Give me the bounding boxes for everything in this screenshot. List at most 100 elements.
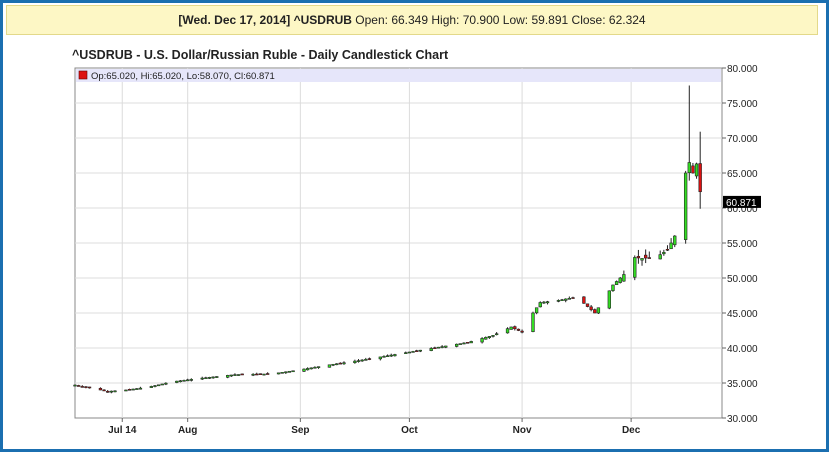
x-tick-label: Jul 14 — [108, 425, 137, 436]
candle-body — [480, 338, 484, 343]
candle-body — [233, 374, 237, 376]
candle-body — [545, 301, 550, 304]
candle-body — [622, 274, 626, 282]
candle-body — [589, 306, 593, 311]
candle-body — [229, 374, 233, 377]
candles — [73, 85, 702, 394]
header-close-value: 62.324 — [608, 13, 646, 27]
candle-body — [175, 380, 179, 383]
header-low-label: Low: — [502, 13, 529, 27]
candle-body — [87, 386, 92, 389]
x-tick-label: Sep — [291, 425, 309, 436]
candle-body — [556, 300, 561, 302]
candle-body — [509, 326, 513, 330]
candle-body — [327, 364, 332, 368]
candle-body — [138, 387, 143, 390]
candle-body — [280, 372, 284, 374]
candle-body — [207, 377, 212, 379]
candle-body — [335, 363, 339, 366]
candle-body — [153, 385, 157, 387]
candle-body — [251, 373, 255, 376]
candle-body — [360, 359, 364, 362]
x-tick-label: Oct — [401, 425, 418, 436]
header-low-value: 59.891 — [531, 13, 569, 27]
candle-body — [418, 349, 422, 352]
candle-body — [186, 379, 190, 382]
candle-body — [80, 386, 84, 388]
candle-body — [182, 379, 186, 382]
candle-body — [255, 373, 259, 376]
candle-body — [156, 384, 161, 387]
candle-body — [276, 372, 281, 375]
candle-body — [436, 346, 441, 349]
candle-body — [164, 382, 168, 385]
candle-body — [127, 389, 132, 391]
candle-body — [73, 384, 77, 387]
candle-body — [647, 257, 651, 259]
candle-body — [331, 363, 335, 366]
last-price-box — [723, 195, 761, 208]
candle-body — [542, 301, 546, 304]
candle-body — [149, 386, 153, 388]
candle-body — [407, 351, 412, 354]
y-tick-label: 80.000 — [727, 64, 758, 75]
candle-body — [215, 376, 219, 378]
candle-body — [585, 303, 590, 307]
candle-body — [687, 162, 691, 174]
y-tick-label: 40.000 — [727, 344, 758, 355]
candle-body — [596, 307, 601, 314]
candle-body — [211, 376, 215, 379]
candle-body — [385, 355, 390, 358]
candle-body — [236, 374, 241, 376]
candle-body — [302, 368, 306, 372]
candle-body — [124, 389, 128, 392]
candle-body — [305, 368, 310, 371]
chart-title: ^USDRUB - U.S. Dollar/Russian Ruble - Da… — [72, 48, 449, 62]
candle-body — [204, 377, 208, 380]
legend-band — [76, 69, 721, 82]
candle-body — [378, 356, 382, 360]
candle-body — [258, 373, 263, 375]
candle-body — [109, 390, 114, 393]
candle-body — [106, 391, 110, 393]
candle-body — [571, 297, 575, 299]
candle-body — [382, 356, 386, 358]
candle-body — [389, 354, 393, 357]
candle-body — [353, 360, 357, 364]
candle-body — [411, 351, 415, 353]
legend-swatch — [78, 70, 88, 80]
candle-body — [611, 284, 615, 291]
x-tick-label: Dec — [622, 425, 641, 436]
candle-body — [240, 373, 244, 376]
candle-body — [582, 296, 586, 304]
candle-body — [560, 299, 564, 302]
candle-body — [516, 328, 521, 331]
candle-body — [665, 248, 670, 251]
candle-body — [393, 354, 397, 357]
candle-body — [520, 330, 524, 333]
x-tick-label: Nov — [513, 425, 532, 436]
last-price-label: 60.871 — [726, 198, 757, 209]
candle-body — [265, 373, 270, 375]
candle-body — [415, 350, 419, 352]
candle-body — [458, 343, 462, 345]
candle-body — [607, 290, 611, 309]
candle-body — [491, 335, 495, 337]
candle-body — [534, 307, 539, 314]
x-tick-label: Aug — [178, 425, 197, 436]
header-high-value: 70.900 — [462, 13, 500, 27]
candle-body — [462, 342, 466, 345]
candle-body — [440, 346, 444, 348]
candle-body — [98, 387, 103, 391]
candle-body — [614, 281, 619, 285]
candle-body — [673, 235, 677, 246]
candle-body — [531, 312, 535, 333]
candle-body — [225, 375, 230, 378]
candle-body — [76, 385, 81, 387]
candle-body — [291, 370, 295, 373]
candle-body — [669, 242, 673, 250]
candle-body — [640, 258, 644, 261]
candle-body — [487, 336, 492, 338]
candle-body — [454, 343, 459, 347]
candle-body — [444, 345, 448, 348]
